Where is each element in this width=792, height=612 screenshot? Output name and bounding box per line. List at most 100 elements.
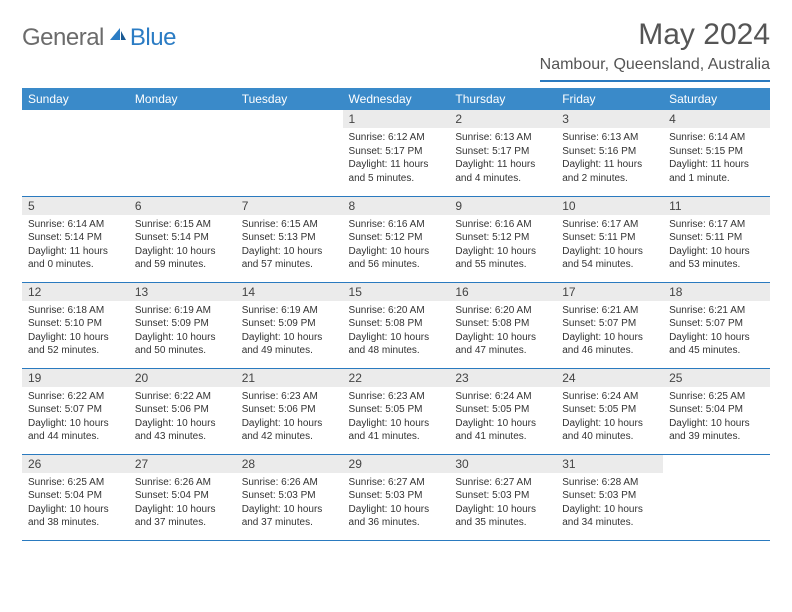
day-details: Sunrise: 6:24 AMSunset: 5:05 PMDaylight:… — [449, 387, 556, 448]
sunset-text: Sunset: 5:04 PM — [28, 489, 123, 503]
day-number — [236, 110, 343, 128]
day-details: Sunrise: 6:13 AMSunset: 5:16 PMDaylight:… — [556, 128, 663, 189]
sunrise-text: Sunrise: 6:27 AM — [349, 476, 444, 490]
calendar-day-cell: 7Sunrise: 6:15 AMSunset: 5:13 PMDaylight… — [236, 196, 343, 282]
sunset-text: Sunset: 5:14 PM — [28, 231, 123, 245]
day-details: Sunrise: 6:14 AMSunset: 5:15 PMDaylight:… — [663, 128, 770, 189]
sunrise-text: Sunrise: 6:25 AM — [28, 476, 123, 490]
daylight-text: Daylight: 10 hours and 35 minutes. — [455, 503, 550, 530]
weekday-header: Monday — [129, 88, 236, 110]
calendar-day-cell: 21Sunrise: 6:23 AMSunset: 5:06 PMDayligh… — [236, 368, 343, 454]
day-details: Sunrise: 6:20 AMSunset: 5:08 PMDaylight:… — [449, 301, 556, 362]
day-number: 1 — [343, 110, 450, 128]
sunset-text: Sunset: 5:11 PM — [562, 231, 657, 245]
location-text: Nambour, Queensland, Australia — [540, 56, 770, 82]
logo: General Blue — [22, 24, 176, 52]
calendar-week-row: 26Sunrise: 6:25 AMSunset: 5:04 PMDayligh… — [22, 454, 770, 540]
sunset-text: Sunset: 5:06 PM — [135, 403, 230, 417]
calendar-day-cell: 27Sunrise: 6:26 AMSunset: 5:04 PMDayligh… — [129, 454, 236, 540]
day-number: 28 — [236, 455, 343, 473]
calendar-day-cell: 15Sunrise: 6:20 AMSunset: 5:08 PMDayligh… — [343, 282, 450, 368]
daylight-text: Daylight: 10 hours and 43 minutes. — [135, 417, 230, 444]
daylight-text: Daylight: 10 hours and 44 minutes. — [28, 417, 123, 444]
day-number: 13 — [129, 283, 236, 301]
daylight-text: Daylight: 10 hours and 49 minutes. — [242, 331, 337, 358]
sunset-text: Sunset: 5:09 PM — [135, 317, 230, 331]
sunrise-text: Sunrise: 6:23 AM — [349, 390, 444, 404]
sunset-text: Sunset: 5:03 PM — [349, 489, 444, 503]
day-number: 31 — [556, 455, 663, 473]
day-number: 20 — [129, 369, 236, 387]
sunrise-text: Sunrise: 6:16 AM — [349, 218, 444, 232]
calendar-day-cell: 26Sunrise: 6:25 AMSunset: 5:04 PMDayligh… — [22, 454, 129, 540]
calendar-week-row: 1Sunrise: 6:12 AMSunset: 5:17 PMDaylight… — [22, 110, 770, 196]
day-number: 15 — [343, 283, 450, 301]
day-details: Sunrise: 6:13 AMSunset: 5:17 PMDaylight:… — [449, 128, 556, 189]
day-number: 9 — [449, 197, 556, 215]
sunrise-text: Sunrise: 6:19 AM — [242, 304, 337, 318]
day-details: Sunrise: 6:16 AMSunset: 5:12 PMDaylight:… — [343, 215, 450, 276]
day-number: 17 — [556, 283, 663, 301]
sunset-text: Sunset: 5:07 PM — [562, 317, 657, 331]
calendar-day-cell: 3Sunrise: 6:13 AMSunset: 5:16 PMDaylight… — [556, 110, 663, 196]
day-details: Sunrise: 6:19 AMSunset: 5:09 PMDaylight:… — [236, 301, 343, 362]
daylight-text: Daylight: 10 hours and 45 minutes. — [669, 331, 764, 358]
daylight-text: Daylight: 10 hours and 48 minutes. — [349, 331, 444, 358]
sunrise-text: Sunrise: 6:24 AM — [562, 390, 657, 404]
daylight-text: Daylight: 11 hours and 4 minutes. — [455, 158, 550, 185]
day-number: 10 — [556, 197, 663, 215]
calendar-day-cell — [129, 110, 236, 196]
sunrise-text: Sunrise: 6:15 AM — [242, 218, 337, 232]
sunset-text: Sunset: 5:08 PM — [455, 317, 550, 331]
day-details: Sunrise: 6:24 AMSunset: 5:05 PMDaylight:… — [556, 387, 663, 448]
logo-text-general: General — [22, 24, 104, 52]
logo-sail-icon — [108, 26, 128, 47]
daylight-text: Daylight: 11 hours and 5 minutes. — [349, 158, 444, 185]
sunrise-text: Sunrise: 6:26 AM — [242, 476, 337, 490]
day-details: Sunrise: 6:25 AMSunset: 5:04 PMDaylight:… — [22, 473, 129, 534]
sunrise-text: Sunrise: 6:21 AM — [562, 304, 657, 318]
day-number: 5 — [22, 197, 129, 215]
daylight-text: Daylight: 10 hours and 47 minutes. — [455, 331, 550, 358]
day-number: 2 — [449, 110, 556, 128]
sunrise-text: Sunrise: 6:13 AM — [562, 131, 657, 145]
calendar-day-cell — [663, 454, 770, 540]
sunrise-text: Sunrise: 6:22 AM — [28, 390, 123, 404]
sunset-text: Sunset: 5:10 PM — [28, 317, 123, 331]
day-details: Sunrise: 6:25 AMSunset: 5:04 PMDaylight:… — [663, 387, 770, 448]
sunset-text: Sunset: 5:14 PM — [135, 231, 230, 245]
daylight-text: Daylight: 10 hours and 39 minutes. — [669, 417, 764, 444]
day-details: Sunrise: 6:17 AMSunset: 5:11 PMDaylight:… — [663, 215, 770, 276]
daylight-text: Daylight: 10 hours and 37 minutes. — [135, 503, 230, 530]
logo-text-blue: Blue — [130, 24, 176, 52]
day-number: 29 — [343, 455, 450, 473]
day-details: Sunrise: 6:14 AMSunset: 5:14 PMDaylight:… — [22, 215, 129, 276]
sunrise-text: Sunrise: 6:24 AM — [455, 390, 550, 404]
day-number: 30 — [449, 455, 556, 473]
day-number: 24 — [556, 369, 663, 387]
calendar-day-cell: 23Sunrise: 6:24 AMSunset: 5:05 PMDayligh… — [449, 368, 556, 454]
weekday-header: Thursday — [449, 88, 556, 110]
calendar-day-cell — [22, 110, 129, 196]
day-details: Sunrise: 6:15 AMSunset: 5:13 PMDaylight:… — [236, 215, 343, 276]
sunset-text: Sunset: 5:04 PM — [135, 489, 230, 503]
sunset-text: Sunset: 5:12 PM — [455, 231, 550, 245]
calendar-day-cell: 12Sunrise: 6:18 AMSunset: 5:10 PMDayligh… — [22, 282, 129, 368]
daylight-text: Daylight: 10 hours and 36 minutes. — [349, 503, 444, 530]
day-details: Sunrise: 6:26 AMSunset: 5:03 PMDaylight:… — [236, 473, 343, 534]
day-details: Sunrise: 6:27 AMSunset: 5:03 PMDaylight:… — [343, 473, 450, 534]
calendar-day-cell: 10Sunrise: 6:17 AMSunset: 5:11 PMDayligh… — [556, 196, 663, 282]
calendar-day-cell: 28Sunrise: 6:26 AMSunset: 5:03 PMDayligh… — [236, 454, 343, 540]
sunrise-text: Sunrise: 6:23 AM — [242, 390, 337, 404]
weekday-header-row: Sunday Monday Tuesday Wednesday Thursday… — [22, 88, 770, 110]
daylight-text: Daylight: 10 hours and 57 minutes. — [242, 245, 337, 272]
day-number: 12 — [22, 283, 129, 301]
day-details: Sunrise: 6:18 AMSunset: 5:10 PMDaylight:… — [22, 301, 129, 362]
daylight-text: Daylight: 10 hours and 52 minutes. — [28, 331, 123, 358]
calendar-day-cell: 22Sunrise: 6:23 AMSunset: 5:05 PMDayligh… — [343, 368, 450, 454]
day-number: 14 — [236, 283, 343, 301]
daylight-text: Daylight: 10 hours and 46 minutes. — [562, 331, 657, 358]
day-number: 16 — [449, 283, 556, 301]
day-details: Sunrise: 6:17 AMSunset: 5:11 PMDaylight:… — [556, 215, 663, 276]
daylight-text: Daylight: 10 hours and 38 minutes. — [28, 503, 123, 530]
